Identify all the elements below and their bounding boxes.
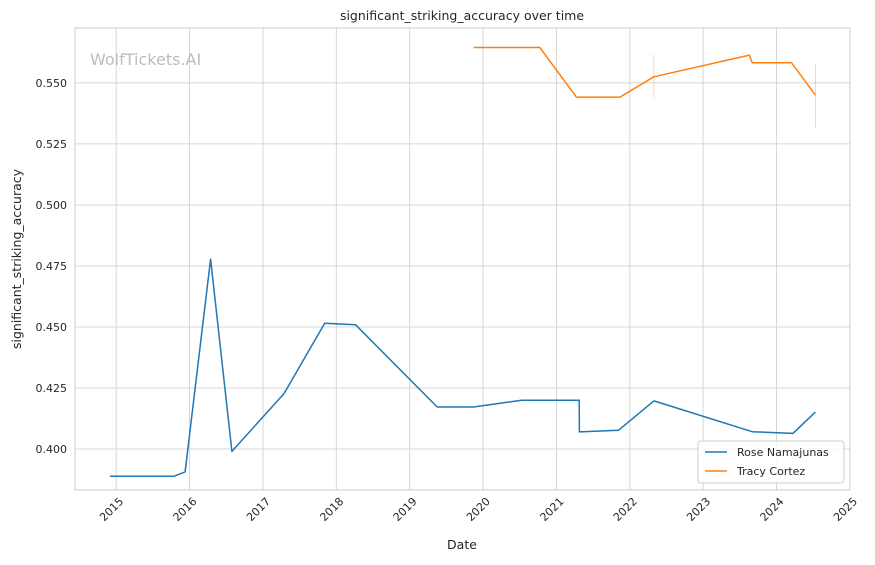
plot-frame xyxy=(74,27,851,491)
y-tick-label: 0.400 xyxy=(36,443,68,456)
y-axis-label: significant_striking_accuracy xyxy=(9,168,24,349)
legend-label-tracy-cortez: Tracy Cortez xyxy=(736,465,805,478)
legend: Rose Namajunas Tracy Cortez xyxy=(697,440,845,484)
x-axis-label: Date xyxy=(447,537,477,552)
y-tick-label: 0.425 xyxy=(36,382,68,395)
legend-label-rose-namajunas: Rose Namajunas xyxy=(737,446,829,459)
series-lines xyxy=(110,46,817,478)
legend-box xyxy=(697,440,845,484)
watermark-text: WolfTickets.AI xyxy=(90,50,201,69)
y-tick-label: 0.450 xyxy=(36,321,68,334)
y-tick-label: 0.550 xyxy=(36,77,68,90)
y-tick-label: 0.500 xyxy=(36,199,68,212)
series-line-tracy-cortez xyxy=(473,46,817,98)
chart-title: significant_striking_accuracy over time xyxy=(340,8,584,23)
y-tick-label: 0.475 xyxy=(36,260,68,273)
y-axis-ticks: 0.400 0.425 0.450 0.475 0.500 0.525 0.550 xyxy=(36,77,68,456)
y-tick-label: 0.525 xyxy=(36,138,68,151)
series-line-rose-namajunas xyxy=(110,258,816,478)
